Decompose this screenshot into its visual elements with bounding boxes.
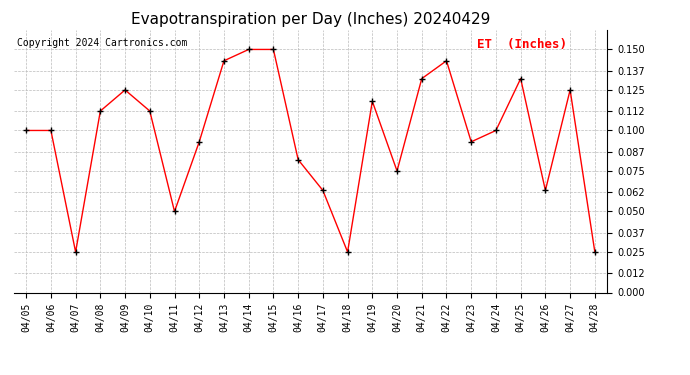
Text: Copyright 2024 Cartronics.com: Copyright 2024 Cartronics.com [17, 38, 187, 48]
Text: ET  (Inches): ET (Inches) [477, 38, 566, 51]
Title: Evapotranspiration per Day (Inches) 20240429: Evapotranspiration per Day (Inches) 2024… [131, 12, 490, 27]
